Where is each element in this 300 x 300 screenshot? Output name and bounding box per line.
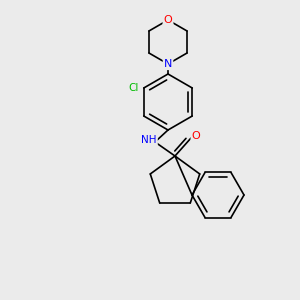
Text: O: O xyxy=(192,131,200,141)
Text: O: O xyxy=(164,15,172,25)
Text: NH: NH xyxy=(141,135,157,145)
Text: Cl: Cl xyxy=(129,83,139,93)
Text: N: N xyxy=(164,59,172,69)
